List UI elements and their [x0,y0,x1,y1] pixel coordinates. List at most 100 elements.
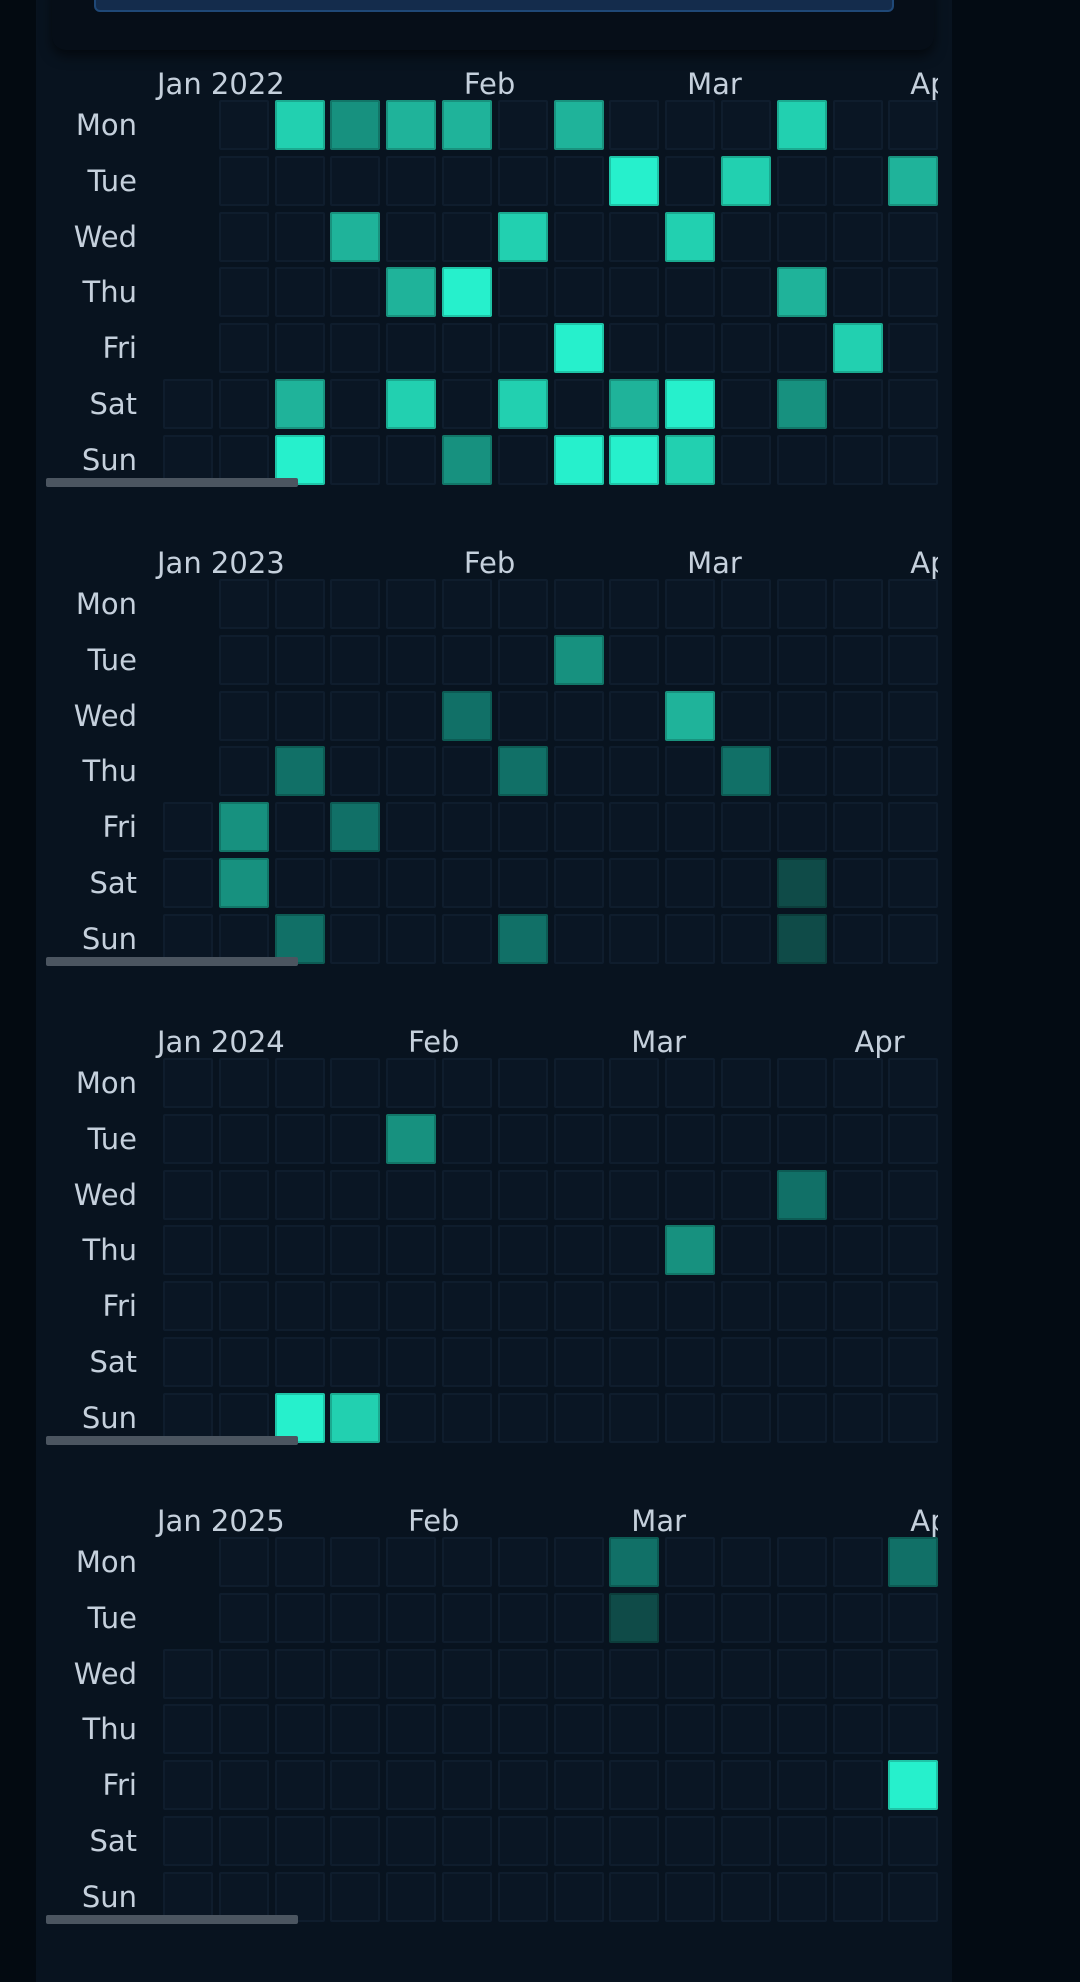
empty-day-cell[interactable] [497,1113,548,1164]
contribution-cell[interactable] [274,100,325,150]
contribution-cell[interactable] [442,690,492,741]
empty-day-cell[interactable] [665,100,716,150]
empty-day-cell[interactable] [888,858,938,908]
empty-day-cell[interactable] [609,1760,660,1811]
empty-day-cell[interactable] [442,1281,492,1332]
empty-day-cell[interactable] [497,1058,548,1108]
horizontal-scrollbar-thumb[interactable] [46,1914,298,1924]
empty-day-cell[interactable] [330,579,381,629]
empty-day-cell[interactable] [497,1816,548,1866]
empty-day-cell[interactable] [218,1592,269,1643]
empty-day-cell[interactable] [218,1648,269,1699]
empty-day-cell[interactable] [442,1592,492,1643]
empty-day-cell[interactable] [609,1281,660,1332]
contribution-cell[interactable] [218,858,269,908]
empty-day-cell[interactable] [163,1058,213,1108]
contribution-cell[interactable] [721,746,771,797]
empty-day-cell[interactable] [609,913,660,964]
empty-day-cell[interactable] [665,1760,716,1811]
empty-day-cell[interactable] [386,858,437,908]
empty-day-cell[interactable] [218,634,269,685]
empty-day-cell[interactable] [497,1169,548,1220]
empty-day-cell[interactable] [721,1760,771,1811]
empty-day-cell[interactable] [888,1281,938,1332]
empty-day-cell[interactable] [274,1281,325,1332]
contribution-cell[interactable] [776,267,827,318]
empty-day-cell[interactable] [553,1337,604,1387]
empty-day-cell[interactable] [832,690,883,741]
empty-day-cell[interactable] [721,634,771,685]
empty-day-cell[interactable] [274,1648,325,1699]
empty-day-cell[interactable] [386,1592,437,1643]
empty-day-cell[interactable] [274,267,325,318]
empty-day-cell[interactable] [330,1760,381,1811]
empty-day-cell[interactable] [665,1537,716,1587]
contribution-cell[interactable] [386,379,437,429]
empty-day-cell[interactable] [497,1392,548,1443]
contribution-cell[interactable] [665,690,716,741]
empty-day-cell[interactable] [888,1648,938,1699]
empty-day-cell[interactable] [609,211,660,262]
empty-day-cell[interactable] [163,802,213,853]
contribution-cell[interactable] [274,379,325,429]
contribution-cell[interactable] [553,634,604,685]
empty-day-cell[interactable] [330,1592,381,1643]
empty-day-cell[interactable] [888,1392,938,1443]
empty-day-cell[interactable] [274,1704,325,1755]
empty-day-cell[interactable] [163,1648,213,1699]
empty-day-cell[interactable] [832,100,883,150]
contribution-cell[interactable] [888,1760,938,1811]
empty-day-cell[interactable] [776,579,827,629]
empty-day-cell[interactable] [553,1392,604,1443]
empty-day-cell[interactable] [386,690,437,741]
empty-day-cell[interactable] [832,1704,883,1755]
empty-day-cell[interactable] [497,1760,548,1811]
empty-day-cell[interactable] [721,1592,771,1643]
contribution-cell[interactable] [832,323,883,374]
empty-day-cell[interactable] [832,1281,883,1332]
empty-day-cell[interactable] [832,579,883,629]
empty-day-cell[interactable] [832,858,883,908]
empty-day-cell[interactable] [609,1337,660,1387]
contribution-cell[interactable] [776,379,827,429]
empty-day-cell[interactable] [665,323,716,374]
contribution-cell[interactable] [330,100,381,150]
top-card-input[interactable] [94,0,894,12]
empty-day-cell[interactable] [386,634,437,685]
empty-day-cell[interactable] [553,913,604,964]
empty-day-cell[interactable] [832,379,883,429]
empty-day-cell[interactable] [386,1871,437,1922]
empty-day-cell[interactable] [497,155,548,206]
empty-day-cell[interactable] [609,1169,660,1220]
empty-day-cell[interactable] [832,746,883,797]
empty-day-cell[interactable] [832,155,883,206]
empty-day-cell[interactable] [274,155,325,206]
empty-day-cell[interactable] [609,579,660,629]
empty-day-cell[interactable] [888,1592,938,1643]
empty-day-cell[interactable] [776,1704,827,1755]
empty-day-cell[interactable] [442,211,492,262]
empty-day-cell[interactable] [386,802,437,853]
empty-day-cell[interactable] [553,1760,604,1811]
empty-day-cell[interactable] [553,858,604,908]
empty-day-cell[interactable] [609,858,660,908]
empty-day-cell[interactable] [888,1337,938,1387]
contribution-cell[interactable] [442,434,492,485]
empty-day-cell[interactable] [832,1225,883,1276]
empty-day-cell[interactable] [665,746,716,797]
empty-day-cell[interactable] [218,379,269,429]
empty-day-cell[interactable] [497,1281,548,1332]
empty-day-cell[interactable] [330,1871,381,1922]
empty-day-cell[interactable] [888,323,938,374]
empty-day-cell[interactable] [832,1816,883,1866]
empty-day-cell[interactable] [721,1225,771,1276]
empty-day-cell[interactable] [609,1058,660,1108]
empty-day-cell[interactable] [776,634,827,685]
empty-day-cell[interactable] [386,1058,437,1108]
heatmap-scroll-area[interactable]: Jan 2022 Feb Mar Ap Mon Tue Wed Thu Fri Sat Sun [36,48,938,488]
empty-day-cell[interactable] [386,1281,437,1332]
empty-day-cell[interactable] [330,434,381,485]
contribution-cell[interactable] [888,155,938,206]
horizontal-scrollbar-thumb[interactable] [46,956,298,966]
contribution-cell[interactable] [776,100,827,150]
